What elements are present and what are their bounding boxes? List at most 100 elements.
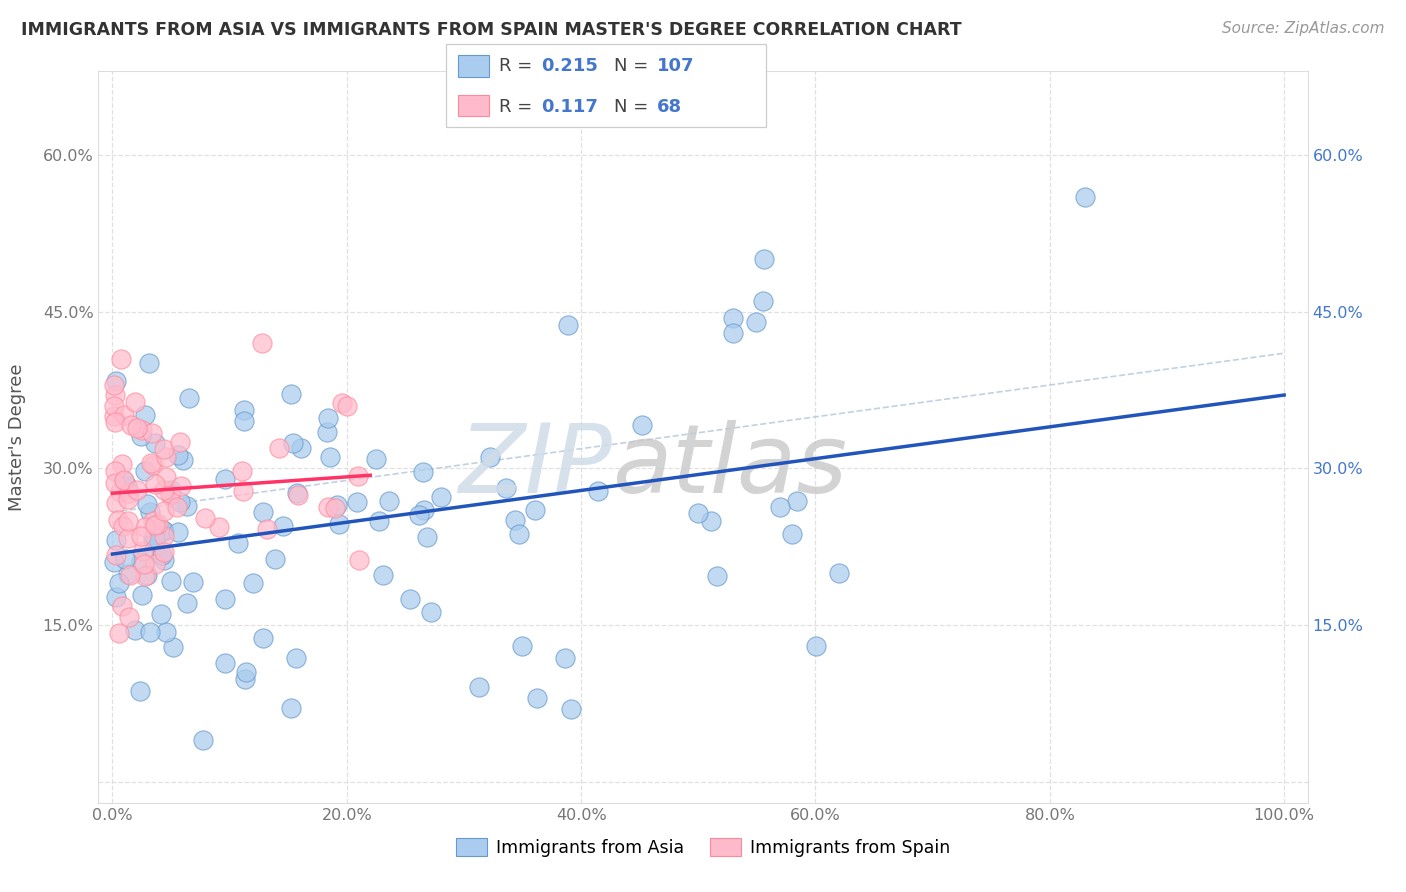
Immigrants from Asia: [233, 414, 256, 428]
Immigrants from Asia: [706, 568, 728, 582]
Immigrants from Spain: [132, 544, 155, 558]
Immigrants from Asia: [318, 410, 340, 425]
Immigrants from Spain: [118, 486, 141, 500]
Immigrants from Asia: [172, 453, 194, 467]
Text: 0.117: 0.117: [541, 98, 598, 116]
Immigrants from Spain: [153, 545, 176, 559]
Immigrants from Spain: [232, 483, 254, 498]
Immigrants from Asia: [233, 672, 256, 686]
Immigrants from Asia: [290, 442, 312, 456]
Immigrants from Asia: [177, 391, 200, 405]
Immigrants from Asia: [408, 508, 430, 522]
Immigrants from Asia: [745, 315, 768, 329]
Immigrants from Asia: [153, 524, 176, 538]
Immigrants from Asia: [129, 429, 152, 443]
Immigrants from Asia: [751, 294, 773, 309]
Immigrants from Asia: [214, 656, 236, 670]
Immigrants from Asia: [804, 639, 827, 653]
Immigrants from Asia: [1074, 190, 1097, 204]
Immigrants from Spain: [316, 500, 339, 515]
Immigrants from Spain: [139, 456, 162, 470]
Immigrants from Asia: [134, 464, 156, 478]
Immigrants from Spain: [125, 483, 148, 497]
Immigrants from Asia: [167, 524, 190, 539]
Immigrants from Asia: [136, 497, 159, 511]
Immigrants from Asia: [142, 531, 165, 545]
Immigrants from Spain: [346, 469, 368, 483]
Immigrants from Asia: [104, 374, 127, 388]
Immigrants from Spain: [125, 420, 148, 434]
Immigrants from Asia: [128, 684, 150, 698]
Immigrants from Spain: [170, 479, 193, 493]
Immigrants from Asia: [721, 311, 744, 326]
Immigrants from Spain: [104, 464, 127, 478]
Immigrants from Asia: [508, 527, 530, 541]
Immigrants from Asia: [468, 680, 491, 694]
Immigrants from Spain: [117, 514, 139, 528]
Immigrants from Spain: [148, 516, 170, 531]
Immigrants from Spain: [142, 458, 165, 473]
Y-axis label: Master's Degree: Master's Degree: [8, 363, 27, 511]
Immigrants from Asia: [430, 490, 453, 504]
Immigrants from Asia: [560, 702, 582, 716]
Immigrants from Asia: [631, 417, 654, 432]
Legend: Immigrants from Asia, Immigrants from Spain: Immigrants from Asia, Immigrants from Sp…: [449, 831, 957, 863]
Immigrants from Spain: [103, 377, 125, 392]
Immigrants from Spain: [347, 552, 370, 566]
Immigrants from Asia: [526, 691, 548, 706]
Immigrants from Spain: [124, 394, 146, 409]
Immigrants from Spain: [330, 395, 353, 409]
Immigrants from Asia: [688, 506, 710, 520]
Immigrants from Asia: [412, 502, 434, 516]
Immigrants from Spain: [208, 520, 231, 534]
Immigrants from Asia: [117, 567, 139, 582]
Immigrants from Asia: [346, 495, 368, 509]
Immigrants from Asia: [315, 425, 337, 440]
Immigrants from Spain: [155, 450, 177, 465]
Immigrants from Asia: [271, 518, 294, 533]
Immigrants from Spain: [250, 336, 273, 351]
Immigrants from Asia: [153, 553, 176, 567]
Immigrants from Spain: [108, 626, 131, 640]
Immigrants from Asia: [700, 514, 723, 528]
Immigrants from Asia: [139, 505, 162, 519]
Immigrants from Asia: [145, 435, 167, 450]
Immigrants from Asia: [287, 486, 309, 500]
Immigrants from Asia: [138, 356, 160, 370]
Immigrants from Spain: [134, 569, 156, 583]
Immigrants from Asia: [139, 624, 162, 639]
Immigrants from Asia: [586, 484, 609, 499]
Immigrants from Asia: [752, 252, 775, 267]
Immigrants from Asia: [162, 640, 184, 654]
Immigrants from Spain: [107, 513, 129, 527]
Immigrants from Spain: [118, 610, 141, 624]
Immigrants from Spain: [108, 485, 131, 500]
Immigrants from Asia: [143, 531, 166, 545]
Immigrants from Asia: [112, 475, 135, 489]
Immigrants from Spain: [132, 557, 155, 571]
Immigrants from Asia: [478, 450, 501, 465]
Immigrants from Spain: [145, 476, 167, 491]
Immigrants from Asia: [124, 623, 146, 637]
Immigrants from Spain: [105, 496, 128, 510]
Immigrants from Spain: [159, 485, 181, 500]
Immigrants from Asia: [398, 591, 420, 606]
Text: 68: 68: [657, 98, 682, 116]
Immigrants from Spain: [103, 409, 125, 424]
Text: 107: 107: [657, 57, 695, 75]
Immigrants from Asia: [143, 541, 166, 556]
Immigrants from Spain: [131, 423, 153, 437]
Immigrants from Spain: [114, 474, 136, 488]
Immigrants from Spain: [111, 518, 134, 533]
Immigrants from Asia: [723, 326, 745, 340]
Text: 0.215: 0.215: [541, 57, 598, 75]
Immigrants from Spain: [134, 520, 156, 534]
Immigrants from Spain: [267, 441, 290, 455]
Immigrants from Asia: [769, 500, 792, 514]
Immigrants from Asia: [284, 651, 307, 665]
Immigrants from Spain: [142, 514, 165, 528]
Immigrants from Spain: [256, 522, 278, 536]
Immigrants from Asia: [129, 555, 152, 569]
Immigrants from Asia: [214, 472, 236, 486]
Immigrants from Spain: [153, 504, 176, 518]
